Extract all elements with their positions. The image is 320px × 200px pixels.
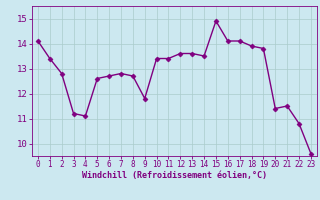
X-axis label: Windchill (Refroidissement éolien,°C): Windchill (Refroidissement éolien,°C)	[82, 171, 267, 180]
